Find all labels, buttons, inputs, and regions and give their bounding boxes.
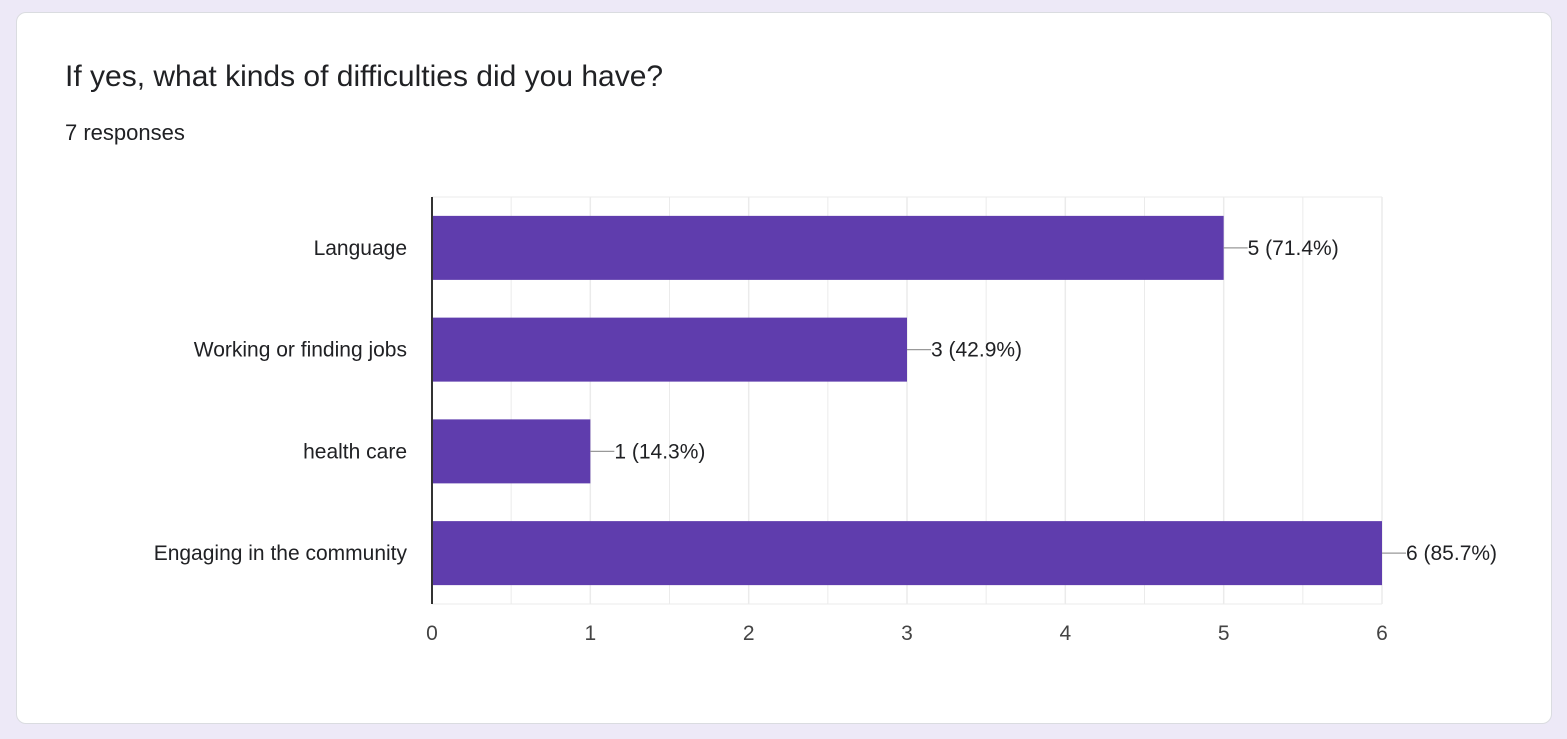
response-count: 7 responses	[65, 120, 185, 145]
x-tick-label: 3	[901, 622, 913, 645]
category-label: Language	[314, 237, 407, 260]
x-tick-label: 6	[1376, 622, 1388, 645]
data-label: 6 (85.7%)	[1406, 542, 1497, 565]
x-tick-label: 5	[1218, 622, 1230, 645]
bar[interactable]	[432, 215, 1224, 280]
x-tick-label: 2	[743, 622, 755, 645]
bar[interactable]	[432, 317, 907, 382]
category-label: Working or finding jobs	[194, 339, 407, 362]
category-label: Engaging in the community	[154, 542, 408, 565]
x-tick-label: 4	[1059, 622, 1071, 645]
data-label: 1 (14.3%)	[614, 440, 705, 463]
question-title: If yes, what kinds of difficulties did y…	[65, 60, 664, 93]
bar[interactable]	[432, 521, 1382, 586]
data-label: 5 (71.4%)	[1248, 237, 1339, 260]
category-label: health care	[303, 440, 407, 463]
x-tick-label: 1	[584, 622, 596, 645]
x-tick-label: 0	[426, 622, 438, 645]
data-label: 3 (42.9%)	[931, 339, 1022, 362]
bar[interactable]	[432, 419, 591, 484]
